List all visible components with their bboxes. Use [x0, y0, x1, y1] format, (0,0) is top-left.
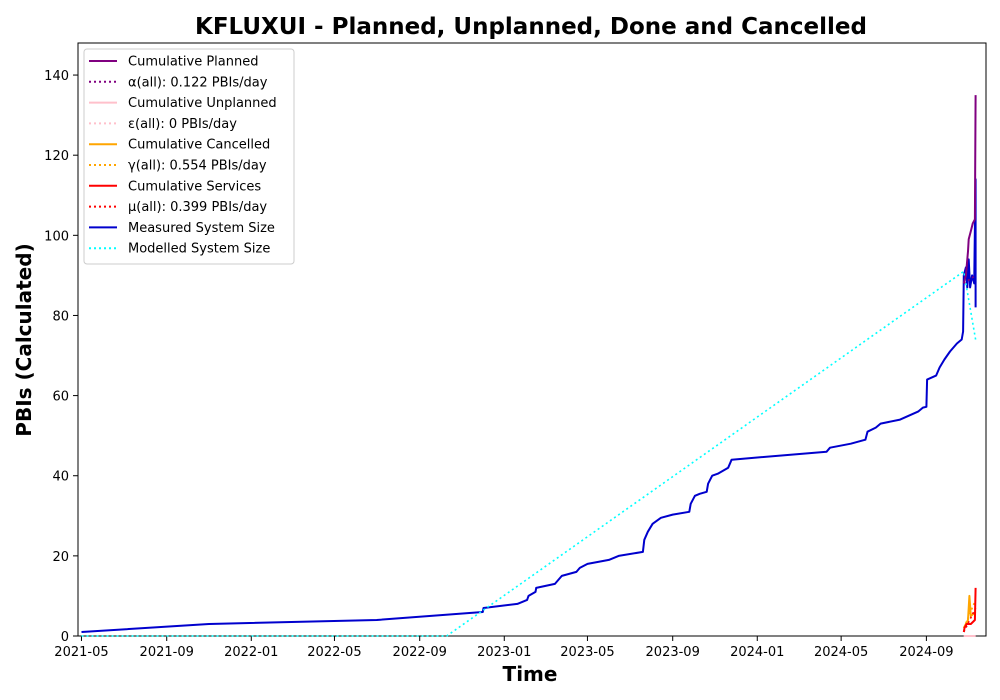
legend-entry: Cumulative Services [128, 179, 261, 194]
series-line [963, 599, 977, 629]
y-tick-label: 40 [52, 470, 69, 485]
y-tick-label: 80 [52, 309, 69, 324]
legend-entry: α(all): 0.122 PBIs/day [128, 75, 268, 90]
x-tick-label: 2022-05 [307, 645, 361, 660]
legend-entry: Measured System Size [128, 221, 275, 236]
x-tick-label: 2023-01 [477, 645, 531, 660]
y-tick-label: 0 [61, 630, 69, 645]
legend-entry: γ(all): 0.554 PBIs/day [128, 159, 267, 174]
x-tick-label: 2022-09 [393, 645, 447, 660]
legend-box [83, 48, 295, 265]
x-tick-label: 2023-05 [560, 645, 614, 660]
x-tick-label: 2023-09 [646, 645, 700, 660]
series-line [81, 178, 977, 633]
x-tick-label: 2024-09 [899, 645, 953, 660]
y-tick-label: 20 [52, 550, 69, 565]
x-tick-label: 2022-01 [224, 645, 278, 660]
x-axis: 2021-05 2021-09 2022-01 2022-05 2022-09 2023-… [54, 636, 954, 660]
legend-entry: Cumulative Planned [128, 55, 258, 70]
chart-title: KFLUXUI - Planned, Unplanned, Done and C… [195, 14, 867, 40]
legend-entry: ε(all): 0 PBIs/day [128, 117, 237, 132]
series-line [81, 270, 977, 637]
legend: Cumulative Planned α(all): 0.122 PBIs/day… [83, 48, 295, 265]
y-tick-label: 120 [44, 149, 69, 164]
legend-entry: Cumulative Cancelled [128, 138, 270, 153]
y-tick-label: 100 [44, 229, 69, 244]
x-axis-label: Time [503, 662, 558, 686]
series-line [962, 95, 977, 284]
y-tick-label: 140 [44, 69, 69, 84]
legend-entry: μ(all): 0.399 PBIs/day [128, 200, 267, 215]
y-tick-label: 60 [52, 390, 69, 405]
series-line [962, 587, 977, 633]
legend-entry: Modelled System Size [128, 242, 270, 257]
x-tick-label: 2021-09 [140, 645, 194, 660]
legend-entry: Cumulative Unplanned [128, 96, 277, 111]
x-tick-label: 2024-05 [814, 645, 868, 660]
x-tick-label: 2021-05 [54, 645, 108, 660]
x-tick-label: 2024-01 [730, 645, 784, 660]
series-layer [81, 95, 977, 637]
y-axis-label: PBIs (Calculated) [12, 243, 36, 436]
plot-frame [77, 42, 987, 637]
y-axis: 0 20 40 60 80 100 120 140 [44, 69, 78, 645]
series-line [963, 274, 977, 285]
